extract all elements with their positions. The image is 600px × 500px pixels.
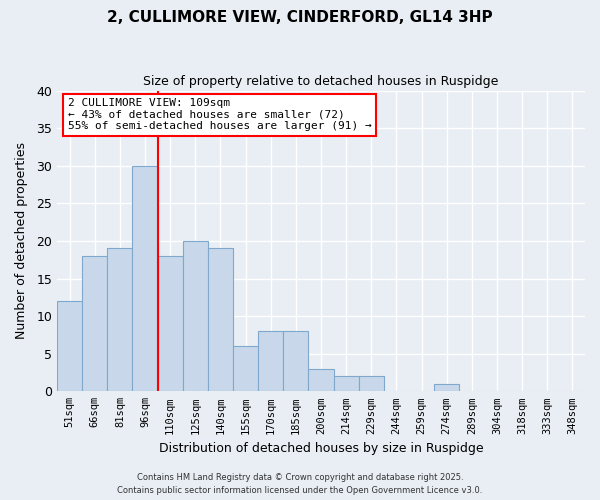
X-axis label: Distribution of detached houses by size in Ruspidge: Distribution of detached houses by size …	[159, 442, 484, 455]
Text: 2, CULLIMORE VIEW, CINDERFORD, GL14 3HP: 2, CULLIMORE VIEW, CINDERFORD, GL14 3HP	[107, 10, 493, 25]
Title: Size of property relative to detached houses in Ruspidge: Size of property relative to detached ho…	[143, 75, 499, 88]
Bar	[57, 301, 82, 392]
Bar	[133, 166, 158, 392]
Bar	[158, 256, 183, 392]
Bar	[258, 331, 283, 392]
Bar	[208, 248, 233, 392]
Bar	[107, 248, 133, 392]
Text: 2 CULLIMORE VIEW: 109sqm
← 43% of detached houses are smaller (72)
55% of semi-d: 2 CULLIMORE VIEW: 109sqm ← 43% of detach…	[68, 98, 371, 132]
Y-axis label: Number of detached properties: Number of detached properties	[15, 142, 28, 340]
Bar	[82, 256, 107, 392]
Text: Contains HM Land Registry data © Crown copyright and database right 2025.
Contai: Contains HM Land Registry data © Crown c…	[118, 474, 482, 495]
Bar	[359, 376, 384, 392]
Bar	[334, 376, 359, 392]
Bar	[233, 346, 258, 392]
Bar	[308, 368, 334, 392]
Bar	[434, 384, 460, 392]
Bar	[283, 331, 308, 392]
Bar	[183, 241, 208, 392]
